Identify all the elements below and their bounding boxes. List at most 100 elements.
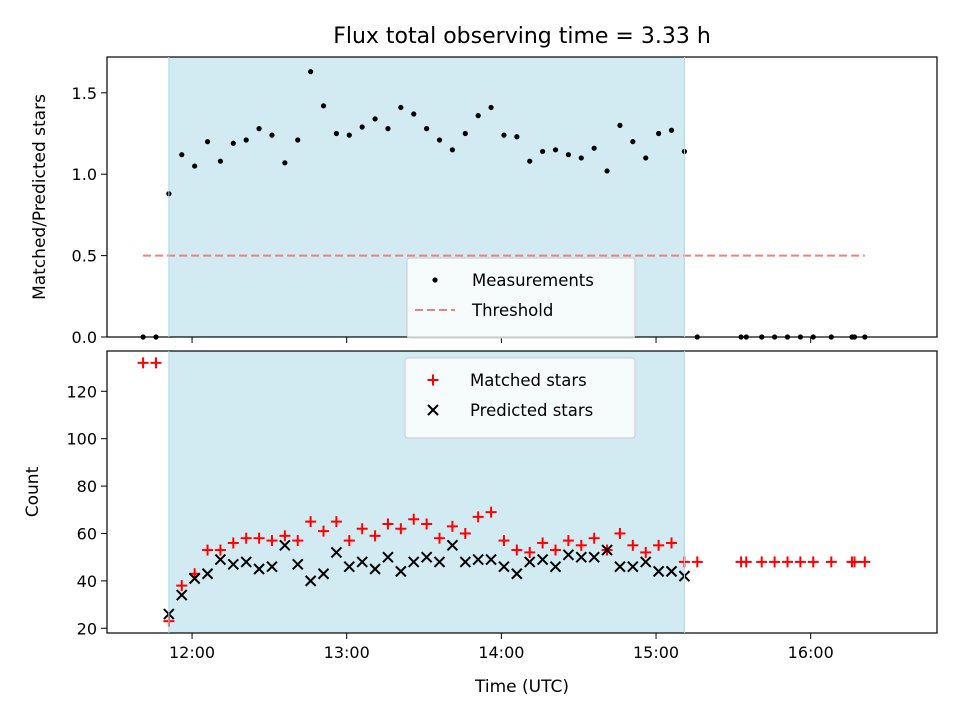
plus-marker: [369, 530, 381, 542]
plus-marker: [807, 556, 819, 568]
measurement-point: [230, 140, 236, 146]
legend-dot-icon: [432, 277, 438, 283]
x-marker: [511, 568, 523, 580]
plus-marker: [459, 527, 471, 539]
legend-label: Threshold: [471, 301, 553, 320]
plus-marker: [240, 532, 252, 544]
plus-marker: [627, 539, 639, 551]
x-marker: [201, 568, 214, 580]
plus-marker: [330, 516, 342, 528]
legend-box: [404, 357, 636, 439]
legend-entry: Measurements: [432, 271, 594, 290]
x-marker: [614, 560, 626, 573]
measurement-point: [475, 113, 481, 119]
x-tick-label: 14:00: [478, 643, 524, 662]
x-marker: [317, 568, 330, 580]
plus-marker: [382, 518, 394, 530]
legend-box: [406, 257, 636, 339]
measurement-point: [565, 152, 571, 158]
y-tick-label: 0.5: [72, 247, 97, 266]
plus-marker: [740, 556, 752, 568]
x-marker: [369, 563, 381, 575]
x-marker: [562, 549, 575, 561]
measurement-point: [449, 147, 456, 153]
y-tick-label: 60: [77, 524, 97, 543]
x-marker: [188, 572, 201, 585]
measurement-point: [578, 155, 584, 161]
x-marker: [427, 404, 439, 416]
y-tick-label: 1.5: [72, 84, 97, 103]
plus-marker: [434, 532, 446, 544]
x-marker: [524, 556, 536, 568]
y-tick-label: 80: [77, 477, 97, 496]
matched-stars-series: [137, 357, 871, 627]
plus-marker: [691, 556, 703, 568]
plus-marker: [769, 556, 781, 568]
x-marker: [575, 551, 587, 563]
plus-marker: [825, 556, 837, 568]
plus-marker: [318, 525, 330, 537]
y-tick-label: 100: [66, 430, 97, 449]
measurement-point: [604, 168, 610, 174]
x-marker: [652, 565, 665, 578]
measurement-point: [552, 147, 559, 153]
plus-marker: [292, 535, 304, 547]
legend-label: Matched stars: [470, 371, 587, 390]
plus-marker: [498, 535, 510, 547]
plus-marker: [859, 556, 871, 568]
x-marker: [433, 556, 446, 568]
x-marker: [253, 563, 265, 575]
y-tick-label: 1.0: [72, 165, 97, 184]
legend-entry: Predicted stars: [427, 401, 593, 420]
plus-marker: [214, 544, 226, 556]
plus-marker: [137, 357, 149, 369]
y-axis-label: Count: [23, 466, 43, 517]
measurement-point: [656, 130, 662, 137]
plus-marker: [640, 546, 652, 558]
count-panel: 20 40 60 80 100 120 12:00 13:00 14:00 15:00 16:00…: [23, 350, 938, 697]
plus-marker: [849, 556, 861, 568]
measurement-point: [411, 111, 417, 117]
plus-marker: [227, 537, 239, 549]
x-tick-label: 12:00: [169, 643, 215, 662]
plus-marker: [427, 374, 439, 386]
measurement-point: [204, 139, 211, 145]
plus-marker: [421, 518, 433, 530]
x-marker: [227, 558, 240, 570]
plus-marker: [666, 537, 678, 549]
x-marker: [498, 560, 510, 573]
plus-marker: [550, 544, 562, 556]
measurement-point: [372, 116, 378, 122]
x-marker: [343, 560, 356, 573]
x-marker: [214, 553, 227, 566]
y-tick-label: 0.0: [72, 328, 97, 347]
measurement-point: [643, 155, 649, 161]
plus-marker: [266, 535, 278, 547]
x-tick-label: 15:00: [633, 643, 679, 662]
x-marker: [459, 556, 471, 568]
y-tick-label: 20: [77, 619, 97, 638]
x-marker: [588, 551, 600, 563]
plus-marker: [343, 535, 355, 547]
plus-marker: [279, 530, 291, 542]
measurement-point: [192, 163, 198, 169]
plus-marker: [524, 546, 536, 558]
legend-label: Predicted stars: [470, 401, 593, 420]
x-axis-label: Time (UTC): [474, 677, 569, 697]
y-tick-label: 40: [77, 572, 97, 591]
x-marker: [330, 546, 343, 559]
plus-marker: [150, 357, 162, 369]
x-marker: [240, 556, 252, 568]
measurement-point: [617, 122, 623, 128]
x-marker: [292, 558, 304, 570]
x-axis-ticks: 12:00 13:00 14:00 15:00 16:00: [169, 633, 834, 662]
measurement-point: [501, 132, 507, 138]
plot-frame: [106, 350, 938, 634]
x-marker: [304, 575, 317, 587]
x-marker: [549, 560, 562, 573]
plus-marker: [756, 556, 768, 568]
measurement-point: [462, 130, 468, 137]
x-tick-label: 16:00: [788, 643, 834, 662]
x-marker: [176, 589, 188, 601]
